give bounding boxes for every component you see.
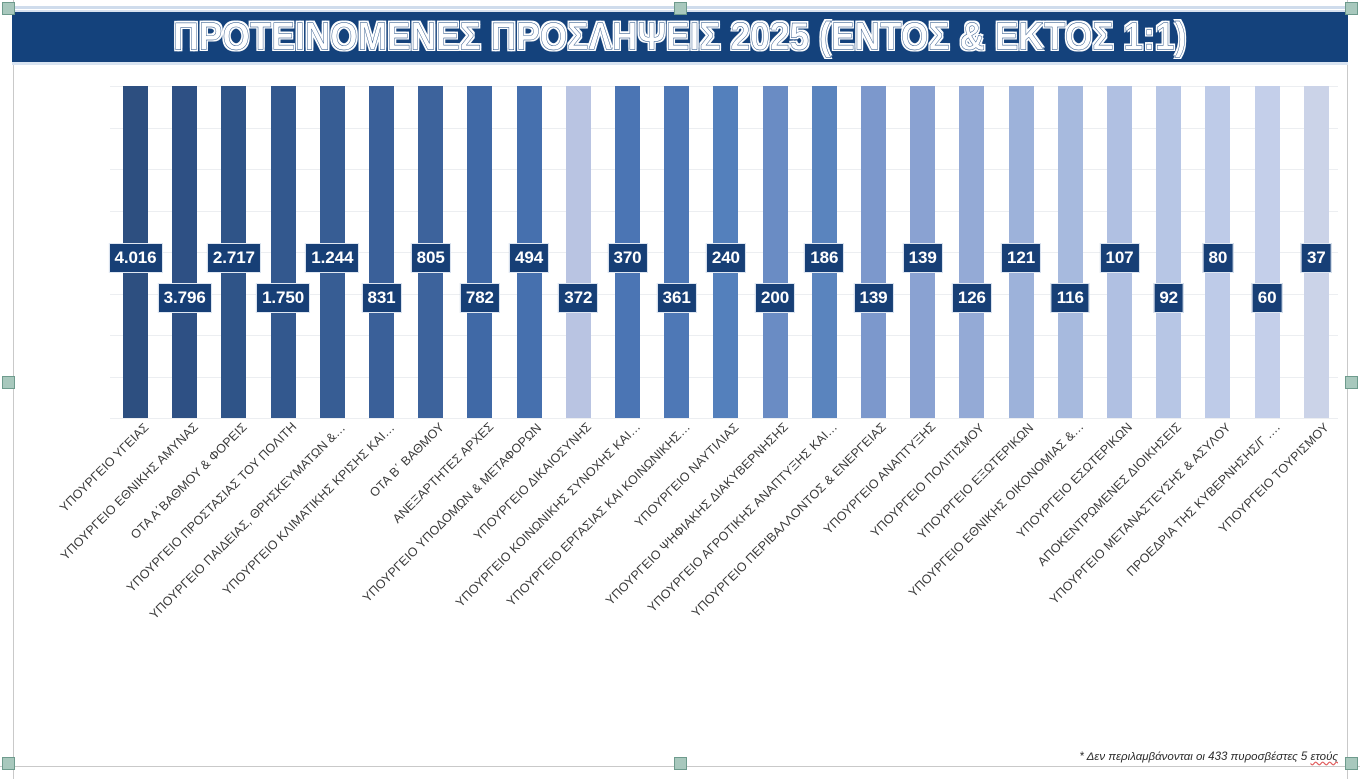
- chart-footnote: * Δεν περιλαμβάνονται οι 433 πυροσβέστες…: [1079, 751, 1338, 763]
- selection-handle-middle-right[interactable]: [1345, 376, 1358, 389]
- footnote-flagged-word: ετούς: [1310, 751, 1338, 763]
- bar[interactable]: [762, 86, 788, 418]
- category-label-text: ΥΠΟΥΡΓΕΙΟ ΚΛΙΜΑΤΙΚΗΣ ΚΡΙΣΗΣ ΚΑΙ…: [219, 420, 398, 598]
- bar[interactable]: [615, 86, 640, 418]
- category-label-text: ΥΠΟΥΡΓΕΙΟ ΚΟΙΝΩΝΙΚΗΣ ΣΥΝΟΧΗΣ ΚΑΙ…: [453, 419, 644, 611]
- bar[interactable]: [1057, 86, 1083, 418]
- bar[interactable]: [811, 86, 837, 418]
- bar[interactable]: [319, 86, 345, 418]
- bar[interactable]: [861, 86, 886, 418]
- bar[interactable]: [221, 86, 247, 418]
- bar[interactable]: [664, 86, 690, 418]
- category-label: ΑΝΕΞΑΡΤΗΤΕΣ ΑΡΧΕΣ: [390, 420, 496, 526]
- category-label-text: ΥΠΟΥΡΓΕΙΟ ΜΕΤΑΝΑΣΤΕΥΣΗΣ & ΑΣΥΛΟΥ: [1047, 420, 1234, 607]
- bar[interactable]: [123, 86, 148, 418]
- category-label: ΥΠΟΥΡΓΕΙΟ ΕΘΝΙΚΗΣ ΟΙΚΟΝΟΜΙΑΣ &…: [906, 420, 1087, 601]
- category-label-text: ΥΠΟΥΡΓΕΙΟ ΕΡΓΑΣΙΑΣ ΚΑΙ ΚΟΙΝΩΝΙΚΗΣ…: [503, 419, 693, 609]
- bar[interactable]: [1303, 86, 1329, 418]
- category-label-text: ΥΠΟΥΡΓΕΙΟ ΨΗΦΙΑΚΗΣ ΔΙΑΚΥΒΕΡΝΗΣΗΣ: [602, 420, 791, 609]
- category-label-text: ΥΠΟΥΡΓΕΙΟ ΑΓΡΟΤΙΚΗΣ ΑΝΑΠΤΥΞΗΣ ΚΑΙ…: [645, 420, 841, 616]
- category-label-text: ΥΠΟΥΡΓΕΙΟ ΠΡΟΣΤΑΣΙΑΣ ΤΟΥ ΠΟΛΙΤΗ: [123, 419, 300, 596]
- banner-bottom-accent: [12, 62, 1348, 65]
- category-label: ΥΠΟΥΡΓΕΙΟ ΚΟΙΝΩΝΙΚΗΣ ΣΥΝΟΧΗΣ ΚΑΙ…: [453, 420, 643, 610]
- category-label-text: ΑΝΕΞΑΡΤΗΤΕΣ ΑΡΧΕΣ: [389, 419, 497, 527]
- selection-handle-bottom-right[interactable]: [1345, 757, 1358, 770]
- chart-plot-area: [110, 86, 1338, 419]
- category-label-text: ΥΠΟΥΡΓΕΙΟ ΥΠΟΔΟΜΩΝ & ΜΕΤΑΦΟΡΩΝ: [360, 420, 545, 605]
- bar[interactable]: [270, 86, 296, 418]
- category-label-text: ΥΠΟΥΡΓΕΙΟ ΥΓΕΙΑΣ: [56, 420, 152, 515]
- bar[interactable]: [172, 86, 198, 418]
- slide-right-edge: [1347, 0, 1348, 779]
- selection-handle-middle-left[interactable]: [2, 376, 15, 389]
- selection-handle-bottom-left[interactable]: [2, 757, 15, 770]
- category-label: ΥΠΟΥΡΓΕΙΟ ΕΡΓΑΣΙΑΣ ΚΑΙ ΚΟΙΝΩΝΙΚΗΣ…: [504, 420, 693, 609]
- category-label-text: ΥΠΟΥΡΓΕΙΟ ΕΘΝΙΚΗΣ ΟΙΚΟΝΟΜΙΑΣ &…: [905, 419, 1087, 601]
- chart-bars: [110, 86, 1338, 418]
- page-title: ΠΡΟΤΕΙΝΟΜΕΝΕΣ ΠΡΟΣΛΗΨΕΙΣ 2025 (ΕΝΤΟΣ & Ε…: [173, 14, 1187, 59]
- category-label: ΥΠΟΥΡΓΕΙΟ ΨΗΦΙΑΚΗΣ ΔΙΑΚΥΒΕΡΝΗΣΗΣ: [603, 420, 791, 608]
- selection-handle-top-center[interactable]: [674, 2, 687, 15]
- selection-handle-top-right[interactable]: [1345, 2, 1358, 15]
- bar[interactable]: [1107, 86, 1132, 418]
- footnote-text: * Δεν περιλαμβάνονται οι 433 πυροσβέστες…: [1079, 751, 1311, 763]
- category-label: ΥΠΟΥΡΓΕΙΟ ΑΓΡΟΤΙΚΗΣ ΑΝΑΠΤΥΞΗΣ ΚΑΙ…: [645, 420, 840, 615]
- bar[interactable]: [1254, 86, 1280, 418]
- bar[interactable]: [565, 86, 591, 418]
- category-label: ΥΠΟΥΡΓΕΙΟ ΚΛΙΜΑΤΙΚΗΣ ΚΡΙΣΗΣ ΚΑΙ…: [220, 420, 397, 597]
- bar[interactable]: [910, 86, 936, 418]
- bar[interactable]: [516, 86, 542, 418]
- category-label: ΥΠΟΥΡΓΕΙΟ ΜΕΤΑΝΑΣΤΕΥΣΗΣ & ΑΣΥΛΟΥ: [1047, 420, 1234, 607]
- chart-category-labels: ΥΠΟΥΡΓΕΙΟ ΥΓΕΙΑΣ ΥΠΟΥΡΓΕΙΟ ΕΘΝΙΚΗΣ ΑΜΥΝΑΣ…: [0, 420, 1360, 700]
- bar[interactable]: [1205, 86, 1231, 418]
- bar[interactable]: [418, 86, 444, 418]
- category-label: ΥΠΟΥΡΓΕΙΟ ΠΡΟΣΤΑΣΙΑΣ ΤΟΥ ΠΟΛΙΤΗ: [124, 420, 299, 595]
- category-label: ΥΠΟΥΡΓΕΙΟ ΥΓΕΙΑΣ: [57, 420, 152, 515]
- bar[interactable]: [1008, 86, 1034, 418]
- bar[interactable]: [713, 86, 739, 418]
- title-banner: ΠΡΟΤΕΙΝΟΜΕΝΕΣ ΠΡΟΣΛΗΨΕΙΣ 2025 (ΕΝΤΟΣ & Ε…: [12, 10, 1348, 62]
- category-label: ΥΠΟΥΡΓΕΙΟ ΥΠΟΔΟΜΩΝ & ΜΕΤΑΦΟΡΩΝ: [360, 420, 544, 604]
- selection-handle-top-left[interactable]: [2, 2, 15, 15]
- gridline: [110, 418, 1338, 419]
- bar[interactable]: [369, 86, 394, 418]
- bar[interactable]: [959, 86, 985, 418]
- bar[interactable]: [1156, 86, 1182, 418]
- slide-left-edge: [13, 0, 14, 779]
- selection-handle-bottom-center[interactable]: [674, 757, 687, 770]
- bar[interactable]: [467, 86, 493, 418]
